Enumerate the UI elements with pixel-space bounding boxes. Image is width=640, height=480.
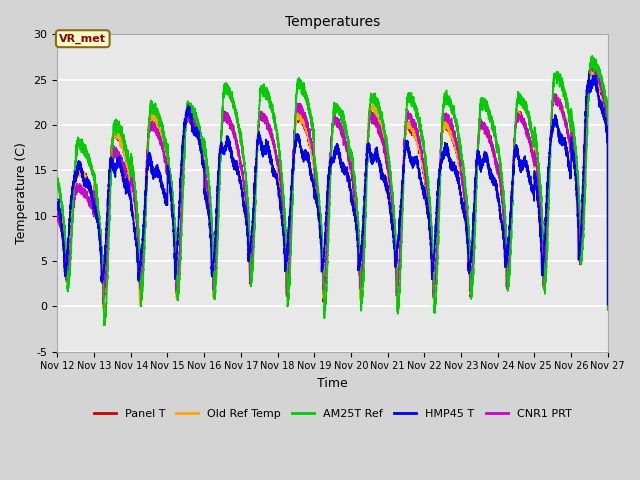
Title: Temperatures: Temperatures bbox=[285, 15, 380, 29]
Legend: Panel T, Old Ref Temp, AM25T Ref, HMP45 T, CNR1 PRT: Panel T, Old Ref Temp, AM25T Ref, HMP45 … bbox=[89, 405, 576, 423]
Y-axis label: Temperature (C): Temperature (C) bbox=[15, 142, 28, 244]
Text: VR_met: VR_met bbox=[60, 34, 106, 44]
X-axis label: Time: Time bbox=[317, 377, 348, 390]
